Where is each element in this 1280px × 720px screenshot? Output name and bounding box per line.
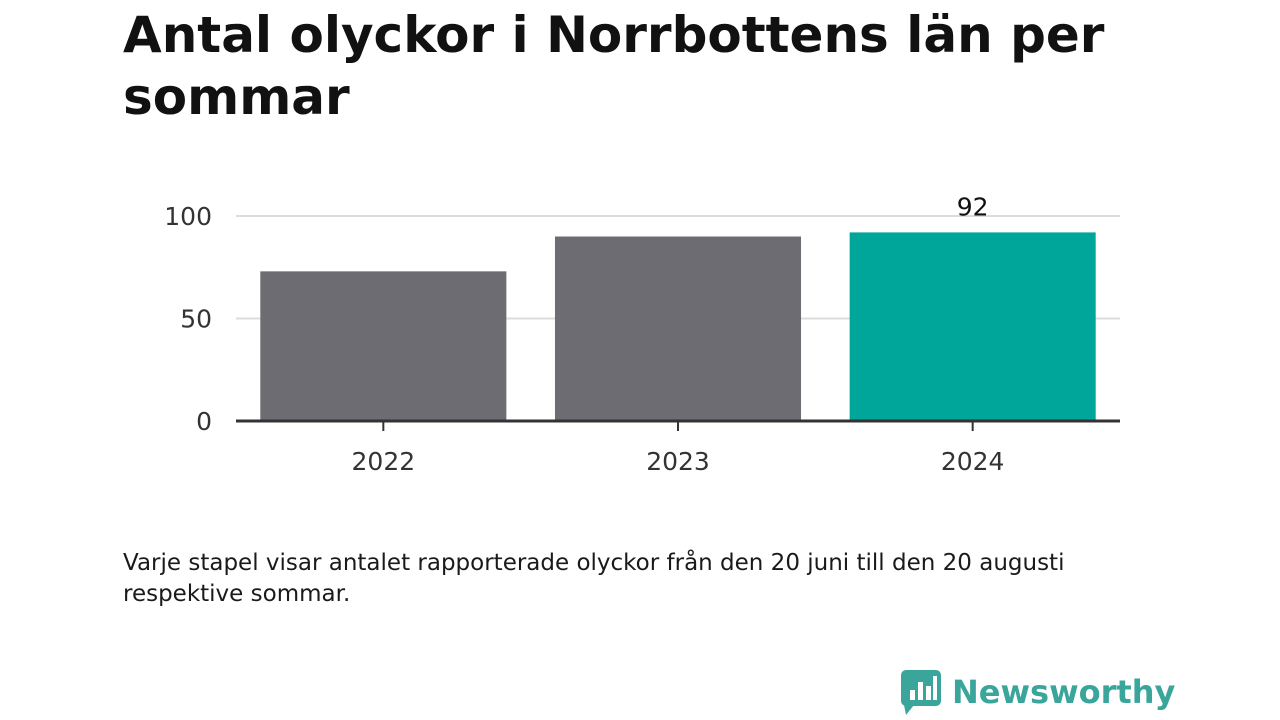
bar-2022 [260,271,507,421]
y-tick-label: 100 [164,202,212,231]
x-tick-label: 2022 [352,447,416,476]
bars [260,232,1096,421]
brand-logo[interactable]: Newsworthy [900,668,1175,716]
bar-2023 [554,236,802,421]
y-tick-label: 0 [196,407,212,436]
bar-chart: 0 50 100 2022 2023 2024 92 [164,192,1120,476]
bar-2024 [849,232,1096,421]
newsworthy-logo-icon [901,670,941,715]
value-label: 92 [957,192,989,221]
chart-title: Antal olyckor i Norrbottens län per somm… [123,6,1105,126]
y-tick-label: 50 [180,305,212,334]
x-axis [236,419,1120,431]
brand-name: Newsworthy [952,673,1176,711]
chart-note: Varje stapel visar antalet rapporterade … [123,550,1065,607]
x-tick-label: 2023 [646,447,710,476]
x-tick-label: 2024 [941,447,1005,476]
labels: 0 50 100 2022 2023 2024 92 [164,192,1004,476]
